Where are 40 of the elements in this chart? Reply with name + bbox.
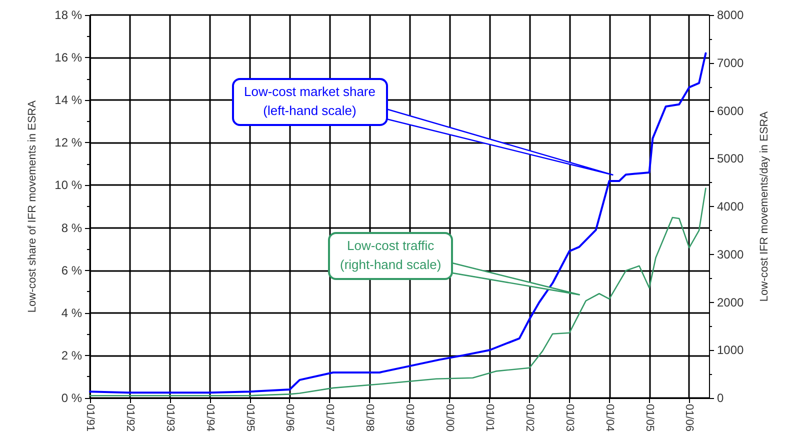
x-tick-label: 01/98 xyxy=(364,404,376,432)
y-tick-label: 10 % xyxy=(54,178,82,192)
y-tick-label: 8 % xyxy=(61,220,82,235)
y2-tick-label: 4000 xyxy=(717,200,744,214)
x-tick-label: 01/92 xyxy=(124,404,136,432)
y-tick-label: 2 % xyxy=(61,348,82,362)
y-tick-label: 6 % xyxy=(61,263,82,278)
y-tick-label: 16 % xyxy=(54,50,82,65)
y-tick-label: 12 % xyxy=(54,136,82,150)
y2-tick-label: 3000 xyxy=(717,247,744,262)
y2-tick-label: 0 xyxy=(717,391,724,405)
x-tick-label: 01/99 xyxy=(404,404,416,432)
text: Low-cost market share (left-hand scale) xyxy=(232,78,388,126)
y2-tick-label: 1000 xyxy=(717,343,744,358)
y2-tick-label: 2000 xyxy=(717,295,744,310)
y2-axis-title: Low-cost IFR movements/day in ESRA xyxy=(758,110,770,302)
y2-tick-label: 7000 xyxy=(717,56,744,70)
x-tick-label: 01/94 xyxy=(204,404,216,432)
x-tick-label: 01/06 xyxy=(683,404,696,432)
x-tick-label: 01/95 xyxy=(244,404,256,432)
x-tick-label: 01/93 xyxy=(164,404,176,432)
y2-tick-label: 5000 xyxy=(717,152,744,166)
x-tick-label: 01/02 xyxy=(523,404,536,432)
y2-tick-label: 6000 xyxy=(717,104,744,118)
x-tick-label: 01/91 xyxy=(84,404,96,432)
x-tick-label: 01/03 xyxy=(563,404,576,432)
x-tick-label: 01/05 xyxy=(643,404,656,432)
y-tick-label: 4 % xyxy=(61,306,82,320)
text: Low-cost traffic (right-hand scale) xyxy=(328,232,454,280)
y-tick-label: 14 % xyxy=(54,93,82,108)
y-axis-title: Low-cost share of IFR movements in ESRA xyxy=(26,100,38,313)
x-tick-label: 01/97 xyxy=(324,404,336,432)
x-tick-label: 01/00 xyxy=(443,404,456,432)
line-series xyxy=(89,188,706,396)
x-tick-label: 01/96 xyxy=(284,404,296,432)
y2-tick-label: 8000 xyxy=(717,8,744,22)
x-tick-label: 01/01 xyxy=(484,404,496,432)
y-tick-label: 18 % xyxy=(54,8,82,22)
x-tick-label: 01/04 xyxy=(603,404,616,432)
y-tick-label: 0 % xyxy=(61,391,82,405)
